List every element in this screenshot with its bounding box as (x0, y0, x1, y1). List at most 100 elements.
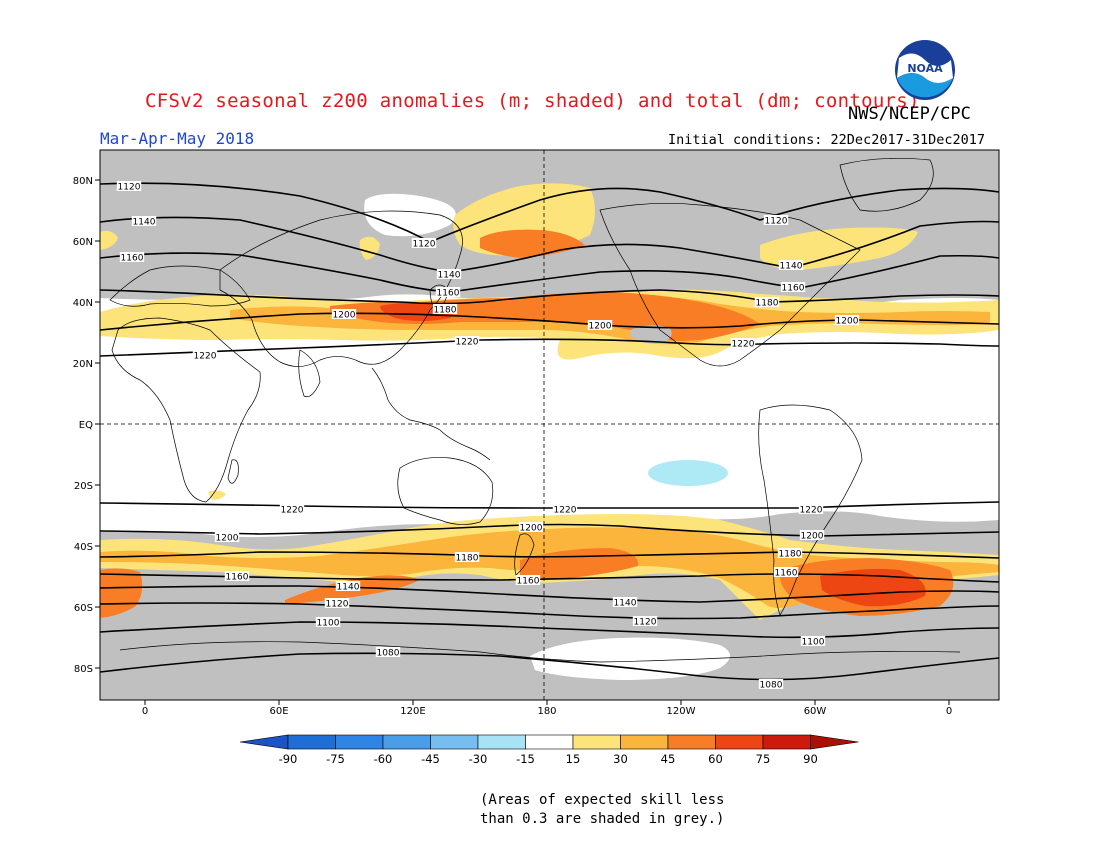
svg-text:NOAA: NOAA (907, 62, 943, 75)
contour-label: 1220 (281, 506, 304, 516)
season-label: Mar-Apr-May 2018 (100, 129, 255, 148)
lat-label: 80S (74, 664, 93, 675)
colorbar-low-arrow (239, 734, 289, 750)
lat-label: 20S (74, 481, 93, 492)
contour-1140-north (100, 216, 999, 273)
contour-label-bg (552, 504, 578, 514)
contour-label-bg (612, 597, 638, 607)
noaa-logo: NOAA (895, 40, 955, 100)
contour-label-bg (515, 575, 541, 585)
contour-1200-south (100, 523, 999, 537)
colorbar-segment (477, 734, 526, 750)
lon-label: 0 (946, 706, 952, 717)
contour-label-bg (119, 252, 145, 262)
contour-1220-south (100, 501, 999, 509)
contour-label: 1180 (756, 299, 779, 309)
colorbar-label: 90 (803, 752, 818, 766)
contour-1140-south (100, 585, 999, 603)
contour-label-bg (754, 297, 780, 307)
contour-label: 1140 (133, 218, 156, 228)
contour-label: 1120 (413, 240, 436, 250)
contour-label: 1180 (456, 554, 479, 564)
anomaly-light-north-america (760, 227, 918, 270)
colorbar-label: -60 (374, 752, 393, 766)
contour-label: 1160 (775, 569, 798, 579)
contour-label: 1140 (614, 599, 637, 609)
skill-note-line1: (Areas of expected skill less (480, 792, 725, 808)
contour-label: 1220 (194, 352, 217, 362)
coast-south-america (758, 404, 863, 616)
contour-label: 1160 (226, 573, 249, 583)
lat-label: 40S (74, 542, 93, 553)
contour-1120-south (100, 602, 999, 620)
contour-label: 1160 (517, 577, 540, 587)
colorbar-label: 75 (756, 752, 771, 766)
colorbar-label: -15 (516, 752, 535, 766)
coast-antarctica (119, 641, 961, 663)
coast-europe (109, 265, 251, 307)
contour-label-bg (331, 309, 357, 319)
contour-label-bg (632, 616, 658, 626)
coast-africa (111, 317, 261, 503)
contour-label: 1160 (437, 289, 460, 299)
contour-label: 1080 (760, 681, 783, 691)
colorbar-label: 60 (708, 752, 723, 766)
colorbar-segment (382, 734, 431, 750)
contour-label-bg (335, 581, 361, 591)
agency-label: NWS/NCEP/CPC (848, 104, 971, 124)
contour-label-bg (730, 338, 756, 348)
contour-label: 1200 (589, 322, 612, 332)
colorbar-segment (667, 734, 716, 750)
lon-label: 60W (804, 706, 827, 717)
contour-1200-north (100, 312, 999, 331)
coast-southeast-asia (371, 367, 491, 461)
contour-label: 1120 (118, 183, 141, 193)
reference-lines (100, 150, 999, 700)
contour-label: 1220 (456, 338, 479, 348)
lat-label: 20N (73, 359, 93, 370)
anomaly-very-strong-south-atlantic (820, 568, 926, 607)
contour-label: 1120 (634, 618, 657, 628)
colorbar-label: 15 (566, 752, 581, 766)
contour-label: 1120 (326, 600, 349, 610)
contour-1100-south (100, 621, 999, 639)
contour-label-bg (224, 571, 250, 581)
contour-label-bg (778, 260, 804, 270)
contour-label-bg (454, 552, 480, 562)
contour-label-bg (375, 647, 401, 657)
contour-label: 1200 (801, 532, 824, 542)
white-region-south (530, 637, 730, 680)
contour-label-bg (834, 315, 860, 325)
skill-note-line2: than 0.3 are shaded in grey.) (480, 811, 725, 827)
initial-conditions-label: Initial conditions: 22Dec2017-31Dec2017 (668, 132, 985, 148)
contour-label: 1140 (438, 271, 461, 281)
lat-label: EQ (79, 420, 93, 431)
coast-greenland (839, 158, 934, 212)
contour-label: 1200 (836, 317, 859, 327)
colorbar-segment (287, 734, 336, 750)
contour-label: 1180 (434, 306, 457, 316)
longitude-labels: 0 60E 120E 180 120W 60W 0 (142, 700, 952, 717)
lat-label: 80N (73, 176, 93, 187)
white-region-north (364, 193, 456, 237)
contour-1180-south (100, 551, 999, 559)
contour-label: 1200 (520, 524, 543, 534)
lat-label: 60N (73, 237, 93, 248)
lat-label: 40N (73, 298, 93, 309)
colorbar-high-arrow (810, 734, 859, 750)
contour-label-bg (324, 598, 350, 608)
contour-label-bg (432, 304, 458, 314)
lon-label: 60E (269, 706, 288, 717)
lon-label: 120W (667, 706, 696, 717)
height-contours (100, 182, 999, 681)
contour-1160-north (100, 252, 999, 293)
contour-label: 1220 (800, 506, 823, 516)
contour-label-bg (758, 679, 784, 689)
colorbar-segment (715, 734, 764, 750)
colorbar-label: -75 (326, 752, 345, 766)
contour-1120-north (100, 182, 999, 243)
contour-label: 1200 (333, 311, 356, 321)
contour-label-bg (773, 567, 799, 577)
colorbar-segment (762, 734, 811, 750)
